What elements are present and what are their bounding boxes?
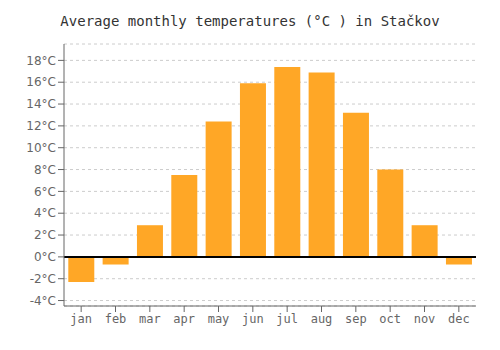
svg-text:oct: oct <box>379 312 401 326</box>
svg-text:aug: aug <box>311 312 333 326</box>
html-text:Average monthly temperatures (: Average monthly temperatures (°C ) in St… <box>60 13 440 29</box>
svg-text:10°C: 10°C <box>26 141 56 155</box>
svg-text:nov: nov <box>414 312 436 326</box>
svg-text:may: may <box>208 312 230 326</box>
svg-text:16°C: 16°C <box>26 75 56 89</box>
svg-text:12°C: 12°C <box>26 119 56 133</box>
svg-text:-4°C: -4°C <box>30 294 56 308</box>
svg-text:apr: apr <box>173 312 195 326</box>
svg-text:jun: jun <box>242 312 264 326</box>
svg-text:4°C: 4°C <box>34 206 56 220</box>
svg-text:18°C: 18°C <box>26 54 56 68</box>
svg-text:jan: jan <box>70 312 92 326</box>
svg-text:2°C: 2°C <box>34 228 56 242</box>
svg-text:0°C: 0°C <box>34 250 56 264</box>
svg-text:8°C: 8°C <box>34 163 56 177</box>
svg-text:dec: dec <box>448 312 470 326</box>
svg-text:-2°C: -2°C <box>30 272 56 286</box>
svg-text:jul: jul <box>276 312 298 326</box>
svg-text:sep: sep <box>345 312 367 326</box>
svg-text:feb: feb <box>105 312 127 326</box>
svg-text:6°C: 6°C <box>34 185 56 199</box>
svg-text:14°C: 14°C <box>26 97 56 111</box>
svg-text:mar: mar <box>139 312 161 326</box>
